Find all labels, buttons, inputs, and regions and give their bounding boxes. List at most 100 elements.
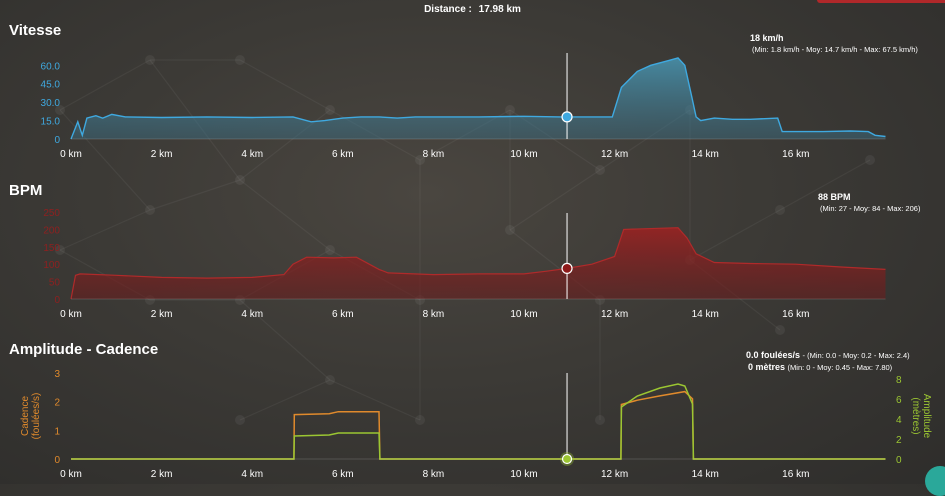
bg-net-node <box>415 415 425 425</box>
speed-chart[interactable]: 0 15.0 30.0 45.0 60.0 0 km 2 km 4 km 6 km 8 km 10 … <box>0 50 945 170</box>
bg-net-node <box>325 375 335 385</box>
amplitude-y-tick-label: 6 <box>896 395 902 406</box>
bg-net-node <box>145 55 155 65</box>
bpm-area <box>71 227 886 299</box>
bg-net-node <box>595 165 605 175</box>
bpm-y-tick-label: 250 <box>43 208 60 219</box>
bg-net-node <box>235 55 245 65</box>
amplitude-axis-label: Amplitude(mètres) <box>910 394 932 439</box>
amplitude-y-tick-label: 8 <box>896 375 902 386</box>
cadence-y-tick-label: 3 <box>54 369 60 380</box>
ampcad-x-tick-label: 12 km <box>601 469 628 480</box>
bg-net-edge <box>59 209 151 251</box>
cadence-stats: - (Min: 0.0 - Moy: 0.2 - Max: 2.4) <box>802 351 910 360</box>
distance-label: Distance : <box>424 4 472 15</box>
bg-net-node <box>55 245 65 255</box>
speed-section-title: Vitesse <box>9 22 62 39</box>
speed-x-tick-label: 6 km <box>332 149 354 160</box>
bg-net-edge <box>239 299 331 381</box>
ampcad-x-tick-label: 0 km <box>60 469 82 480</box>
bg-net-edge <box>329 379 421 421</box>
top-right-tab[interactable] <box>817 0 945 3</box>
speed-x-tick-label: 4 km <box>241 149 263 160</box>
ampcad-x-tick-label: 2 km <box>151 469 173 480</box>
bg-net-edge <box>239 379 331 421</box>
bpm-x-tick-label: 16 km <box>782 309 809 320</box>
amplitude-cadence-chart[interactable]: 0 1 2 3 0 2 4 6 8 Cadence(foulées/s) Amplitude(mèt… <box>0 362 945 484</box>
speed-x-tick-label: 10 km <box>510 149 537 160</box>
bpm-chart[interactable]: 0 50 100 150 200 250 0 km 2 km 4 km 6 km 8 km 10 km… <box>0 205 945 330</box>
ampcad-x-tick-label: 14 km <box>692 469 719 480</box>
speed-x-tick-label: 2 km <box>151 149 173 160</box>
bg-net-node <box>145 205 155 215</box>
bpm-x-tick-label: 14 km <box>692 309 719 320</box>
speed-y-tick-label: 15.0 <box>41 117 61 128</box>
total-distance: Distance : 17.98 km <box>0 4 945 15</box>
speed-x-tick-label: 16 km <box>782 149 809 160</box>
bg-net-node <box>505 105 515 115</box>
cadence-y-tick-label: 0 <box>54 455 60 466</box>
bpm-y-tick-label: 50 <box>49 278 61 289</box>
bg-net-node <box>55 105 65 115</box>
bg-net-edge <box>689 209 781 261</box>
bpm-y-tick-label: 0 <box>54 295 60 306</box>
ampcad-x-tick-label: 8 km <box>423 469 445 480</box>
bpm-y-tick-label: 200 <box>43 225 60 236</box>
bpm-cursor-marker <box>561 262 573 274</box>
amplitude-y-tick-label: 2 <box>896 435 902 446</box>
amplitude-info: 0 mètres (Min: 0 - Moy: 0.45 - Max: 7.80… <box>748 362 892 372</box>
amplitude-y-tick-label: 0 <box>896 455 902 466</box>
bg-net-edge <box>239 59 331 111</box>
cadence-info: 0.0 foulées/s - (Min: 0.0 - Moy: 0.2 - M… <box>746 350 910 360</box>
ampcad-x-tick-label: 4 km <box>241 469 263 480</box>
bg-net-node <box>325 245 335 255</box>
bg-net-edge <box>59 109 151 211</box>
bg-net-node <box>775 205 785 215</box>
speed-x-tick-label: 8 km <box>423 149 445 160</box>
bg-net-node <box>595 415 605 425</box>
bg-net-node <box>325 105 335 115</box>
bpm-x-tick-label: 8 km <box>423 309 445 320</box>
ampcad-x-tick-label: 6 km <box>332 469 354 480</box>
cadence-current-value: 0.0 foulées/s <box>746 350 801 360</box>
cadence-y-tick-label: 1 <box>54 426 60 437</box>
bpm-x-tick-label: 2 km <box>151 309 173 320</box>
bpm-y-tick-label: 100 <box>43 260 60 271</box>
bg-net-edge <box>239 179 331 251</box>
bpm-section-title: BPM <box>9 182 43 199</box>
bpm-line <box>70 227 886 300</box>
speed-stats: (Min: 1.8 km/h - Moy: 14.7 km/h - Max: 6… <box>752 45 918 54</box>
cadence-line <box>71 390 886 460</box>
bg-net-edge <box>779 159 871 211</box>
bg-net-edge <box>59 59 151 111</box>
floating-action-button[interactable] <box>925 466 945 496</box>
speed-x-tick-label: 0 km <box>60 149 82 160</box>
bg-net-node <box>415 155 425 165</box>
cadence-axis-label: Cadence(foulées/s) <box>20 393 42 440</box>
bpm-x-tick-label: 6 km <box>332 309 354 320</box>
bpm-current-value: 88 BPM <box>818 192 851 202</box>
amplitude-y-tick-label: 4 <box>896 415 902 426</box>
ampcad-section-title: Amplitude - Cadence <box>9 341 159 358</box>
ampcad-x-tick-label: 16 km <box>782 469 809 480</box>
ampcad-x-tick-label: 10 km <box>510 469 537 480</box>
speed-cursor-marker <box>561 111 573 123</box>
bpm-y-tick-label: 150 <box>43 243 60 254</box>
bg-net-edge <box>509 169 601 231</box>
bg-net-node <box>235 415 245 425</box>
amplitude-stats: (Min: 0 - Moy: 0.45 - Max: 7.80) <box>787 363 893 372</box>
speed-y-tick-label: 45.0 <box>41 80 61 91</box>
amplitude-line <box>71 383 886 460</box>
bpm-x-tick-label: 12 km <box>601 309 628 320</box>
bpm-x-tick-label: 10 km <box>510 309 537 320</box>
distance-value: 17.98 km <box>478 4 521 15</box>
cadence-y-tick-label: 2 <box>54 398 60 409</box>
amplitude-current-value: 0 mètres <box>748 362 786 372</box>
bg-net-node <box>865 155 875 165</box>
speed-area <box>71 57 886 139</box>
bg-net-node <box>505 225 515 235</box>
speed-x-tick-label: 12 km <box>601 149 628 160</box>
bpm-x-tick-label: 4 km <box>241 309 263 320</box>
speed-x-tick-label: 14 km <box>692 149 719 160</box>
bpm-x-tick-label: 0 km <box>60 309 82 320</box>
